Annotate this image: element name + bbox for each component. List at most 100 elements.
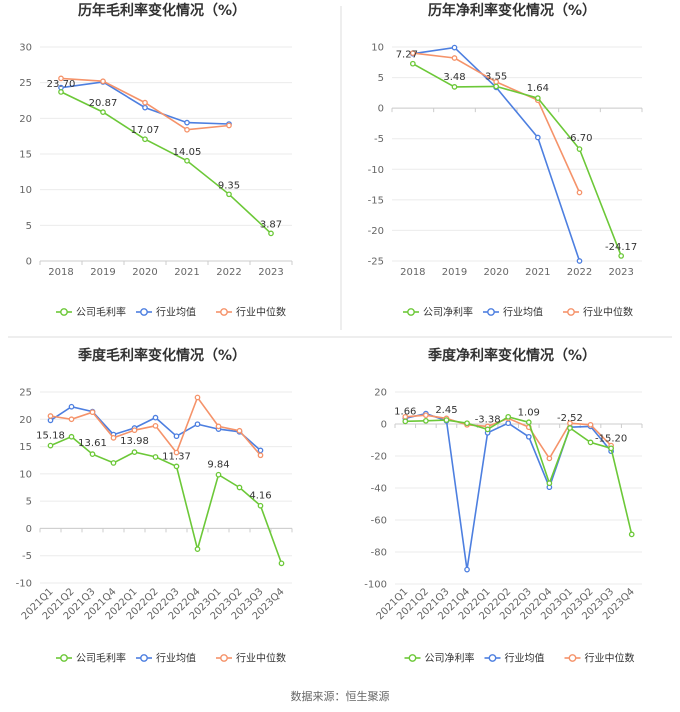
chart3-y-tick-label: 5 xyxy=(26,497,32,508)
chart3-industry-median-point xyxy=(236,427,243,434)
chart4-legend-industry-median-label: 行业中位数 xyxy=(585,652,635,665)
chart2-y-tick-label: -20 xyxy=(368,226,384,237)
chart4-industry-avg-point xyxy=(525,433,532,440)
chart4-industry-median-point xyxy=(587,421,594,428)
chart1-x-tick-label: 2022 xyxy=(216,267,241,278)
chart3-data-label: 9.84 xyxy=(207,460,229,471)
chart3-industry-avg-point xyxy=(257,447,264,454)
data-source: 数据来源：恒生聚源 xyxy=(291,689,390,703)
chart4-company-point xyxy=(464,420,470,427)
chart3-legend-industry-median-marker xyxy=(220,654,228,662)
chart4-company-point xyxy=(587,439,594,446)
chart3-industry-avg-point xyxy=(194,421,201,428)
chart2-company-line xyxy=(412,63,622,257)
chart1-data-label: 17.07 xyxy=(131,125,160,136)
chart4-legend-company-marker xyxy=(408,654,417,662)
chart1-y-tick-label: 20 xyxy=(19,114,32,125)
chart2-industry-avg-point xyxy=(576,258,583,264)
chart4-industry-median-point xyxy=(546,455,553,462)
chart2-industry-median-point xyxy=(451,55,458,61)
chart2-x-tick-label: 2023 xyxy=(608,267,633,278)
chart2-y-tick-label: -25 xyxy=(368,257,384,268)
chart3-company-point xyxy=(131,449,138,455)
chart2-data-label: 3.48 xyxy=(443,72,465,83)
chart3-industry-avg-point xyxy=(152,414,159,421)
chart2-y-tick-label: 10 xyxy=(371,43,384,54)
chart2-data-label: -24.17 xyxy=(605,242,637,253)
chart4-company-point xyxy=(608,445,614,452)
chart1-company-point xyxy=(100,109,106,115)
chart2-legend-industry-median-label: 行业中位数 xyxy=(583,306,633,319)
chart4-data-label: -15.20 xyxy=(595,433,627,444)
chart4-company-point xyxy=(546,480,553,487)
chart4-industry-avg-point xyxy=(464,566,470,573)
chart2-data-label: -6.70 xyxy=(567,133,593,144)
chart2-y-tick-label: -10 xyxy=(368,165,384,176)
chart3-y-tick-label: -5 xyxy=(22,551,32,562)
chart3-y-tick-label: 0 xyxy=(26,524,32,535)
chart1-y-tick-label: 30 xyxy=(19,43,32,54)
chart2-company-point xyxy=(493,83,500,90)
chart4-y-tick-label: -20 xyxy=(371,452,387,463)
chart4-y-tick-label: -80 xyxy=(371,548,387,559)
chart2-x-tick-label: 2021 xyxy=(525,267,550,278)
chart4-data-label: 1.66 xyxy=(394,406,416,417)
chart3-industry-median-point xyxy=(131,427,138,434)
chart4-y-tick-label: 20 xyxy=(374,388,387,399)
chart3-industry-median-point xyxy=(89,409,96,416)
chart1-company-point xyxy=(226,191,232,198)
chart4-company-point xyxy=(628,531,635,538)
chart2-title: 历年净利率变化情况（%） xyxy=(428,2,596,19)
chart2-legend-industry-avg-label: 行业均值 xyxy=(503,306,543,319)
chart3-industry-median-point xyxy=(47,413,54,419)
chart2-industry-avg-point xyxy=(534,134,541,141)
chart3-industry-median-point xyxy=(110,434,117,441)
chart1-company-point xyxy=(184,157,190,164)
chart3-industry-median-point xyxy=(257,452,264,459)
chart1-data-label: 3.87 xyxy=(260,219,282,230)
chart3-industry-median-point xyxy=(173,449,180,456)
chart3-data-label: 15.18 xyxy=(36,431,65,442)
chart3-company-line xyxy=(50,435,283,564)
chart2-industry-avg-point xyxy=(451,44,458,51)
chart3-legend-company-marker xyxy=(60,654,68,662)
chart4-data-label: 1.09 xyxy=(518,407,540,418)
chart2-legend-company-marker xyxy=(407,308,415,316)
chart1-y-tick-label: 0 xyxy=(26,257,32,268)
chart4-company-point xyxy=(443,417,450,423)
chart2-data-label: 3.55 xyxy=(485,71,507,82)
chart4-y-tick-label: -40 xyxy=(371,484,387,495)
chart1-company-point xyxy=(58,89,64,95)
chart3-company-point xyxy=(194,546,201,553)
chart1-data-label: 14.05 xyxy=(173,147,202,158)
chart2-legend-industry-median-marker xyxy=(567,308,575,316)
chart4-company-point xyxy=(505,413,512,420)
chart2-y-tick-label: -15 xyxy=(368,195,384,206)
chart3-legend-industry-avg-marker xyxy=(140,654,148,662)
chart2-company-point xyxy=(409,60,416,67)
chart4-company-point xyxy=(402,418,409,425)
chart3-company-point xyxy=(173,463,180,470)
chart2-company-point xyxy=(618,253,625,259)
chart3-industry-median-point xyxy=(152,422,159,429)
chart1-industry-avg-point xyxy=(184,119,190,126)
chart4-data-label: -2.52 xyxy=(557,413,583,424)
chart2-y-tick-label: 0 xyxy=(378,104,384,115)
chart3-company-point xyxy=(278,560,285,567)
chart4-company-point xyxy=(423,417,429,424)
chart3-legend-company-label: 公司毛利率 xyxy=(76,652,126,665)
chart1-legend-industry-median-label: 行业中位数 xyxy=(236,306,286,319)
chart3-company-point xyxy=(215,471,222,478)
chart3-y-tick-label: 25 xyxy=(19,388,32,399)
chart4-y-tick-label: -60 xyxy=(371,516,387,527)
chart1-legend-industry-avg-label: 行业均值 xyxy=(156,306,196,319)
chart4-legend-industry-median-marker xyxy=(568,654,577,662)
chart1-legend-company-label: 公司毛利率 xyxy=(76,306,126,319)
chart1-y-tick-label: 10 xyxy=(19,185,32,196)
chart3-y-tick-label: -10 xyxy=(16,579,32,590)
chart3-company-point xyxy=(236,484,243,491)
chart2-legend-company-label: 公司净利率 xyxy=(423,306,473,319)
chart4-legend-company-label: 公司净利率 xyxy=(425,652,475,665)
chart4-data-label: -3.38 xyxy=(475,414,501,425)
chart1-industry-median-point xyxy=(226,122,232,129)
